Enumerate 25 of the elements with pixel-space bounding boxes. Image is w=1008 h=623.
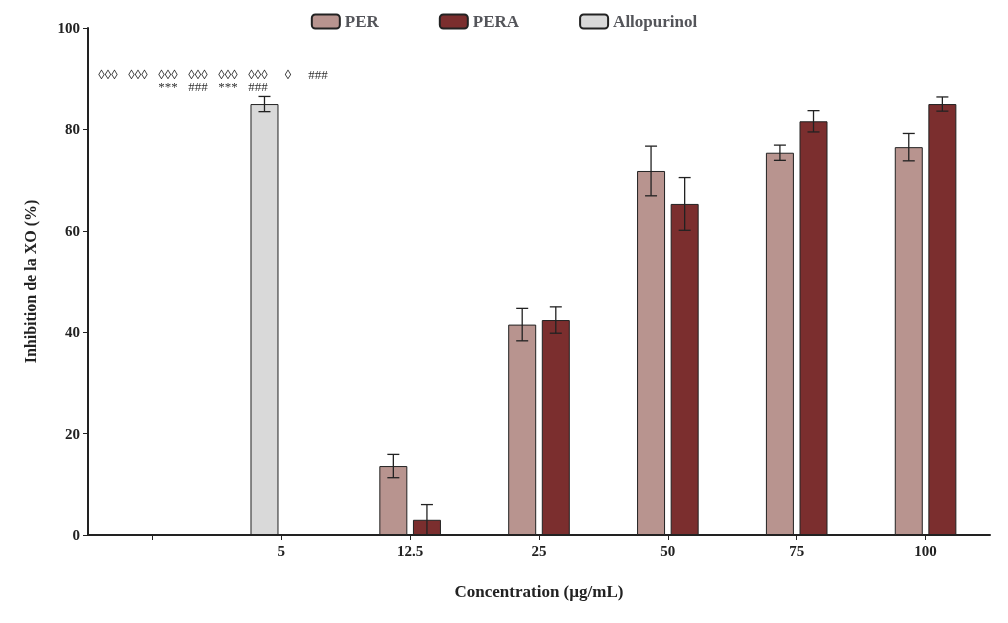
x-tick-label: 50 [660, 542, 676, 559]
legend-label: PER [344, 12, 380, 31]
y-tick-label: 60 [65, 222, 80, 239]
x-axis-title: Concentration (µg/mL) [454, 582, 624, 601]
x-tick-label: 25 [531, 542, 547, 559]
y-tick-label: 40 [65, 324, 80, 341]
legend-label: Allopurinol [613, 12, 698, 31]
annotation: ◊ [284, 66, 292, 82]
y-axis-title: Inhibition de la XO (%) [21, 199, 40, 364]
y-tick-label: 80 [65, 121, 80, 138]
x-tick-label: 12.5 [397, 542, 424, 559]
annotation: ◊◊◊ [128, 66, 149, 82]
x-tick-label: 5 [277, 542, 286, 559]
x-tick-label: 75 [789, 542, 805, 559]
annotation: ### [308, 66, 329, 82]
legend-label: PERA [472, 12, 520, 31]
x-tick-label: 100 [914, 542, 937, 559]
annotation: ◊◊◊ *** [218, 66, 239, 94]
y-tick-label: 20 [65, 425, 80, 442]
annotation: ◊◊◊ *** [158, 66, 179, 94]
y-tick-label: 0 [72, 527, 80, 543]
annotation: ◊◊◊ ### [248, 66, 269, 94]
annotation: ◊◊◊ ### [188, 66, 209, 94]
y-tick-label: 100 [57, 20, 80, 36]
annotation: ◊◊◊ [98, 66, 119, 82]
